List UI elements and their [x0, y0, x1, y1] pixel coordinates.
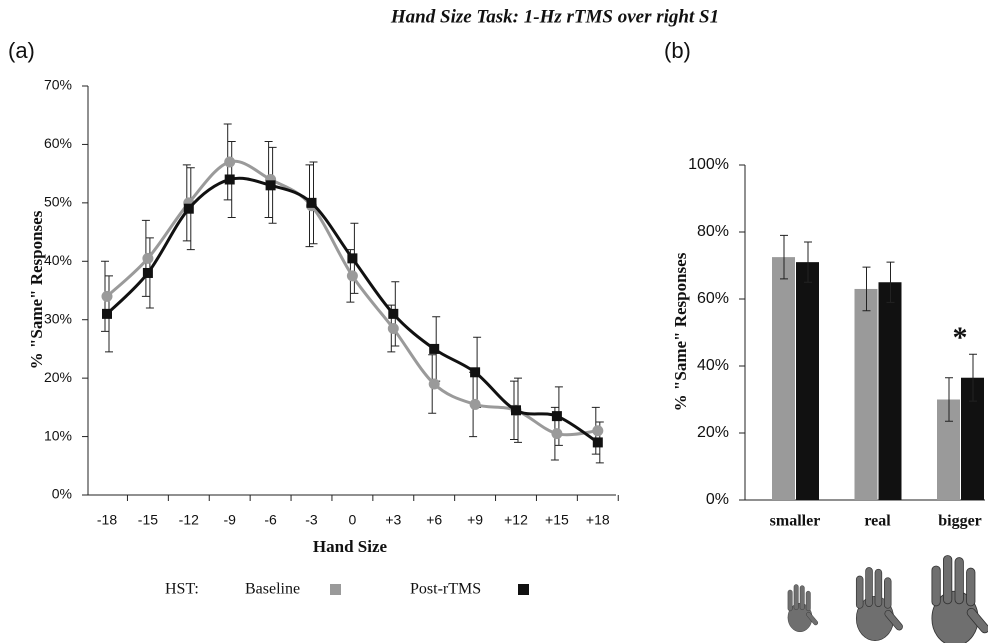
y-tick-label: 10%	[44, 427, 72, 443]
marker	[428, 378, 440, 390]
y-tick-label: 20%	[44, 369, 72, 385]
y-tick-label: 20%	[697, 424, 729, 441]
y-tick-label: 50%	[44, 194, 72, 210]
y-tick-label: 0%	[706, 491, 729, 508]
marker	[346, 270, 358, 282]
marker	[142, 252, 154, 264]
x-tick-label: +6	[426, 512, 442, 528]
marker	[592, 437, 603, 448]
marker	[551, 428, 563, 440]
y-tick-label: 40%	[697, 357, 729, 374]
marker	[387, 322, 399, 334]
y-axis-title: % "Same" Responses	[671, 252, 690, 411]
x-tick-label: +3	[385, 512, 401, 528]
panel-label: (b)	[664, 38, 691, 63]
error-bar	[886, 261, 895, 303]
x-axis-title: Hand Size	[313, 537, 388, 556]
y-tick-label: 60%	[44, 135, 72, 151]
bar	[772, 257, 795, 500]
marker	[511, 405, 521, 416]
bar	[961, 377, 984, 500]
y-tick-label: 100%	[688, 156, 729, 173]
bar	[878, 282, 902, 500]
legend-label: Baseline	[245, 581, 300, 598]
x-tick-label: -12	[179, 512, 199, 528]
bar	[854, 288, 878, 500]
marker	[469, 398, 481, 410]
y-tick-label: 40%	[44, 252, 72, 268]
x-tick-label: -9	[223, 512, 236, 528]
line	[105, 176, 599, 444]
y-tick-label: 60%	[697, 290, 729, 307]
panel-label: (a)	[8, 38, 35, 63]
bar	[937, 399, 960, 500]
marker	[592, 425, 604, 437]
marker	[551, 411, 562, 422]
legend-label: Post-rTMS	[410, 581, 481, 598]
y-tick-label: 30%	[44, 310, 72, 326]
marker	[388, 308, 399, 319]
x-tick-label: +18	[586, 512, 610, 528]
legend-swatch	[518, 584, 529, 595]
y-tick-label: 80%	[697, 223, 729, 240]
legend-swatch	[330, 584, 341, 595]
legend-title: HST:	[165, 581, 199, 598]
marker	[470, 367, 481, 378]
error-bar	[969, 353, 977, 402]
x-tick-label: +12	[504, 512, 528, 528]
marker	[224, 156, 236, 168]
hand-small	[787, 584, 819, 633]
x-tick-label: -6	[264, 512, 277, 528]
marker	[265, 180, 276, 191]
x-tick-label: 0	[349, 512, 357, 528]
annotation: *	[953, 321, 968, 354]
x-tick-label: real	[864, 513, 891, 530]
marker	[183, 203, 194, 214]
marker	[102, 308, 112, 319]
marker	[347, 253, 358, 264]
marker	[101, 290, 113, 302]
error-bar	[780, 234, 788, 280]
x-tick-label: bigger	[938, 513, 982, 530]
marker	[142, 267, 153, 278]
line	[105, 159, 598, 437]
marker	[306, 197, 317, 208]
bar	[796, 262, 819, 500]
x-tick-label: -15	[138, 512, 158, 528]
y-axis-title: % "Same" Responses	[27, 210, 46, 369]
x-tick-label: +15	[545, 512, 569, 528]
marker	[429, 343, 440, 354]
x-tick-label: +9	[467, 512, 483, 528]
marker	[224, 174, 235, 185]
hand-real	[855, 567, 903, 641]
figure-title: Hand Size Task: 1-Hz rTMS over right S1	[390, 6, 719, 27]
x-tick-label: -3	[305, 512, 318, 528]
y-tick-label: 0%	[52, 486, 72, 502]
hand-big	[931, 555, 988, 643]
error-bar	[804, 241, 812, 283]
x-tick-label: -18	[97, 512, 117, 528]
x-tick-label: smaller	[770, 513, 821, 530]
y-tick-label: 70%	[44, 77, 72, 93]
error-bar	[862, 266, 871, 312]
hand-icons	[787, 555, 988, 643]
error-bar	[945, 377, 953, 422]
